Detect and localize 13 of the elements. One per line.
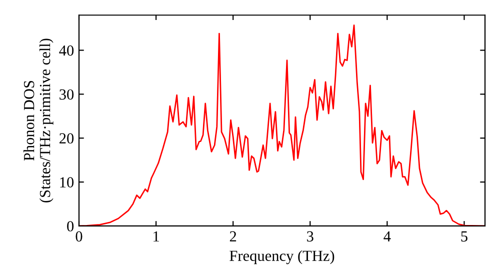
x-tick-label: 1 [154, 231, 159, 242]
x-tick-label: 0 [76, 231, 82, 242]
y-tick-label: 30 [60, 89, 74, 100]
y-axis-title: Phonon DOS (States/THz·primitive cell) [23, 38, 54, 202]
y-tick-label: 0 [67, 221, 74, 232]
y-tick-label: 40 [59, 45, 74, 56]
y-tick-label: 20 [60, 133, 74, 144]
x-tick-label: 4 [384, 231, 391, 242]
x-tick-label: 2 [230, 231, 236, 242]
x-tick-label: 5 [461, 231, 468, 242]
y-tick-label: 10 [60, 177, 74, 188]
x-axis-title: Frequency (THz) [230, 250, 334, 264]
x-tick-label: 3 [307, 231, 314, 242]
